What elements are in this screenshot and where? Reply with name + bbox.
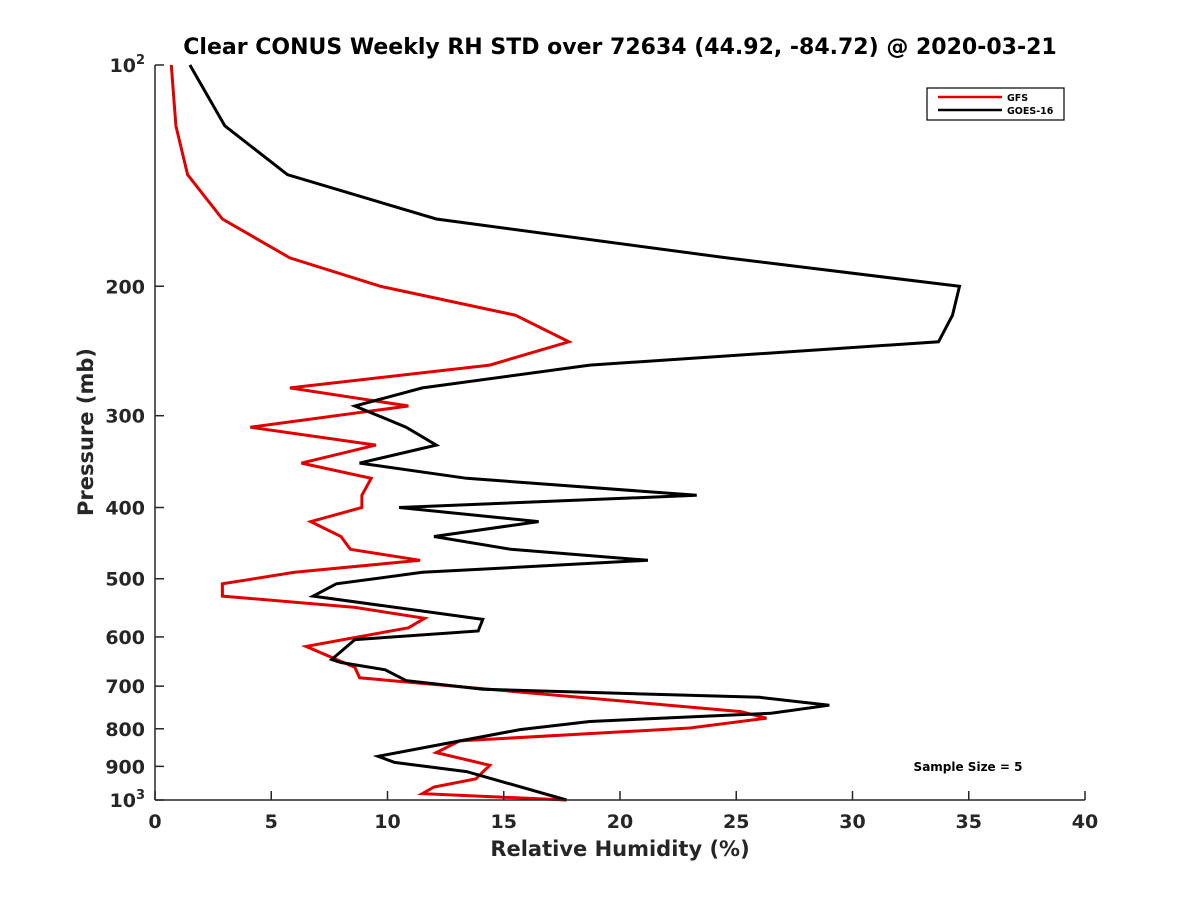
x-tick-label: 35	[956, 811, 982, 833]
x-tick-label: 5	[265, 811, 278, 833]
x-tick-label: 40	[1072, 811, 1098, 833]
y-tick-label: 500	[105, 569, 145, 591]
series-layer	[169, 64, 962, 802]
x-tick-label: 25	[723, 811, 749, 833]
sample-size-annotation: Sample Size = 5	[914, 760, 1023, 774]
legend: GFS GOES-16	[926, 87, 1065, 121]
y-tick-label: 800	[105, 719, 145, 741]
y-tick-label: 200	[105, 276, 145, 298]
x-tick-label: 10	[374, 811, 400, 833]
series-line-gfs	[169, 64, 767, 802]
x-tick-label: 20	[607, 811, 633, 833]
y-ticks: 102 200 300 400 500 600 700 800 900 103	[105, 53, 164, 812]
legend-label-gfs: GFS	[1007, 93, 1028, 104]
y-tick-label: 103	[110, 788, 146, 812]
series-line-goes16	[188, 64, 962, 802]
legend-box	[926, 87, 1065, 121]
x-ticks: 0 5 10 15 20 25 30 35 40	[148, 791, 1098, 833]
x-tick-label: 0	[148, 811, 161, 833]
y-tick-label: 300	[105, 406, 145, 428]
y-tick-label: 102	[110, 53, 146, 77]
y-tick-label: 400	[105, 498, 145, 520]
x-axis-title: Relative Humidity (%)	[490, 837, 749, 861]
y-tick-label: 600	[105, 627, 145, 649]
y-tick-label: 900	[105, 756, 145, 778]
chart-title: Clear CONUS Weekly RH STD over 72634 (44…	[183, 35, 1056, 60]
y-axis-title: Pressure (mb)	[74, 348, 98, 516]
legend-label-goes16: GOES-16	[1007, 106, 1054, 117]
x-tick-label: 30	[839, 811, 865, 833]
x-tick-label: 15	[491, 811, 517, 833]
y-tick-label: 700	[105, 676, 145, 698]
